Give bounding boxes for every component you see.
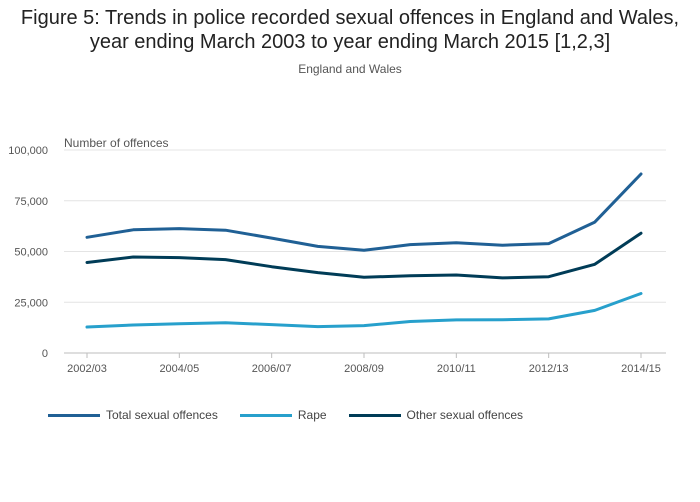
series-line-total-sexual-offences [85, 172, 643, 252]
x-tick-label: 2008/09 [344, 363, 384, 375]
x-tick-label: 2010/11 [437, 363, 476, 375]
legend-swatch-total [48, 413, 100, 417]
x-tick-label: 2002/03 [67, 363, 107, 375]
chart-title-line-2: year ending March 2003 to year ending Ma… [89, 31, 611, 53]
chart-legend: Total sexual offences Rape Other sexual … [48, 408, 545, 422]
legend-label-total: Total sexual offences [106, 408, 218, 422]
chart-title-line-1: Figure 5: Trends in police recorded sexu… [20, 7, 680, 29]
gridlines [64, 149, 666, 303]
y-tick-label: 0 [42, 348, 48, 360]
y-tick-label: 75,000 [14, 196, 48, 208]
y-axis-label: Number of offences [64, 136, 169, 150]
series-lines [85, 172, 643, 329]
legend-item-rape[interactable]: Rape [239, 408, 327, 422]
x-tick-label: 2006/07 [252, 363, 292, 375]
series-line-rape [85, 292, 643, 329]
axes: 0 25,000 50,000 75,000 100,000 2002/03 2004/05… [8, 145, 666, 375]
legend-label-other: Other sexual offences [406, 408, 524, 422]
y-tick-label: 100,000 [8, 145, 48, 157]
y-tick-label: 25,000 [14, 297, 48, 309]
series-line-other-sexual-offences [85, 231, 643, 280]
x-tick-label: 2004/05 [159, 363, 199, 375]
x-tick-label: 2012/13 [529, 363, 569, 375]
x-tick-label: 2014/15 [621, 363, 661, 375]
legend-swatch-rape [239, 413, 292, 417]
chart-header: Figure 5: Trends in police recorded sexu… [0, 6, 700, 76]
legend-label-rape: Rape [297, 408, 327, 422]
legend-swatch-other [348, 413, 401, 417]
legend-item-total-sexual-offences[interactable]: Total sexual offences [48, 408, 218, 422]
legend-item-other-sexual-offences[interactable]: Other sexual offences [348, 408, 524, 422]
y-tick-label: 50,000 [14, 247, 48, 259]
chart-subtitle: England and Wales [298, 62, 402, 76]
